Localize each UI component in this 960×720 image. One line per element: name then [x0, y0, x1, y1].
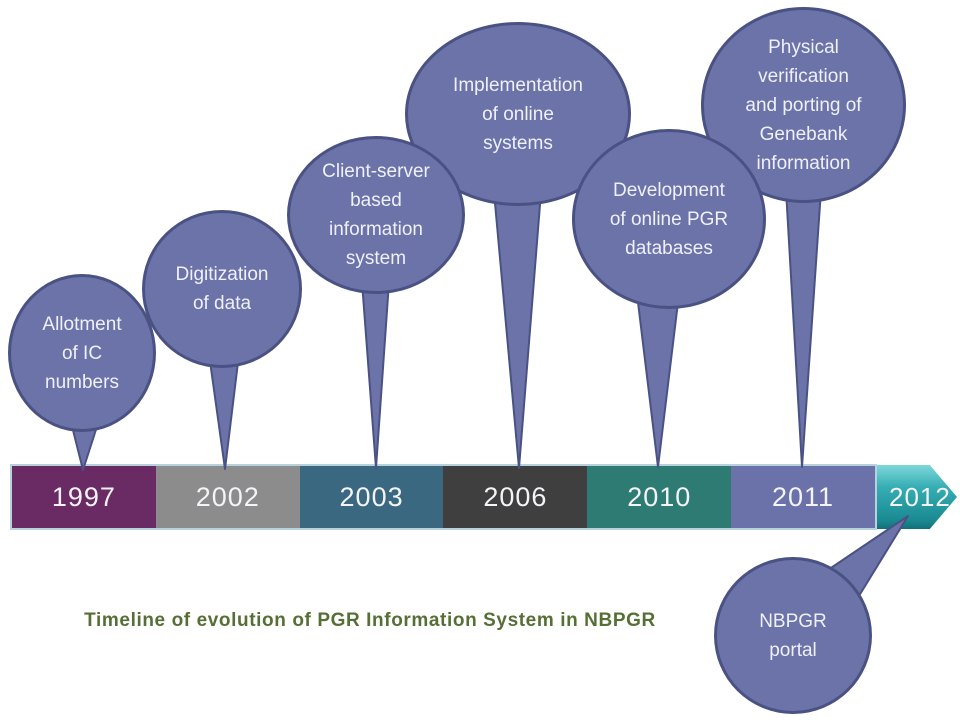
year-label-2012: 2012	[889, 481, 951, 512]
year-label-2011: 2011	[772, 481, 835, 512]
timeline-segment-1997: 1997	[12, 466, 156, 528]
slide-caption: Timeline of evolution of PGR Information…	[84, 610, 656, 631]
timeline-segment-2006: 2006	[443, 466, 588, 528]
balloon-tail-2011	[785, 189, 822, 468]
balloon-text-line: based	[350, 190, 402, 211]
balloon-text-line: information	[756, 152, 851, 174]
balloon-tail-2010	[636, 293, 680, 468]
year-label-2006: 2006	[483, 481, 548, 512]
timeline-segment-2003: 2003	[299, 466, 444, 528]
timeline-segment-2011: 2011	[731, 466, 875, 528]
balloon-text-line: of IC	[61, 342, 103, 364]
year-label-2002: 2002	[195, 481, 260, 512]
balloon-text-line: Client-server	[322, 161, 430, 182]
balloon-text-line: databases	[625, 237, 713, 259]
balloon-tail-2003	[361, 281, 390, 469]
balloon-2003-client-server: Client-server based information system	[287, 136, 465, 294]
year-label-2010: 2010	[627, 481, 692, 512]
year-label-1997: 1997	[51, 481, 116, 512]
balloon-text-line: systems	[483, 132, 553, 154]
balloon-text-line: numbers	[45, 371, 119, 393]
timeline-segment-2002: 2002	[155, 466, 300, 528]
balloon-text-line: and porting of	[745, 94, 862, 116]
balloon-text-line: NBPGR	[759, 610, 827, 632]
timeline-bar: 1997 2002 2003 2006 2010 2011	[10, 464, 877, 530]
balloon-text-line: Genebank	[759, 123, 848, 145]
balloon-text-line: Physical	[768, 36, 839, 58]
timeline-segment-2012-arrow: 2012	[877, 465, 957, 529]
year-label-2003: 2003	[339, 481, 404, 512]
balloon-text-line: Allotment	[42, 313, 122, 335]
timeline-segment-2010: 2010	[587, 466, 732, 528]
balloon-2002-digitization: Digitization of data	[142, 210, 302, 368]
balloon-text-line: system	[345, 248, 407, 269]
balloon-text-line: of online PGR	[609, 208, 729, 230]
balloon-tail-2006	[493, 191, 542, 469]
balloon-text-line: portal	[769, 639, 817, 661]
balloon-tail-2002	[208, 353, 240, 470]
balloon-text-line: verification	[758, 65, 849, 87]
balloon-2010-online-pgr-databases: Development of online PGR databases	[572, 129, 766, 309]
balloon-text-line: Implementation	[453, 74, 583, 96]
balloon-1997-allotment: Allotment of IC numbers	[8, 274, 156, 432]
balloon-text-line: Development	[613, 179, 725, 201]
balloon-text-line: of data	[192, 293, 252, 314]
balloon-text-line: of online	[482, 103, 554, 125]
balloon-text-line: information	[329, 219, 423, 240]
balloon-2012-nbpgr-portal: NBPGR portal	[714, 557, 872, 714]
balloon-text-line: Digitization	[175, 264, 269, 285]
